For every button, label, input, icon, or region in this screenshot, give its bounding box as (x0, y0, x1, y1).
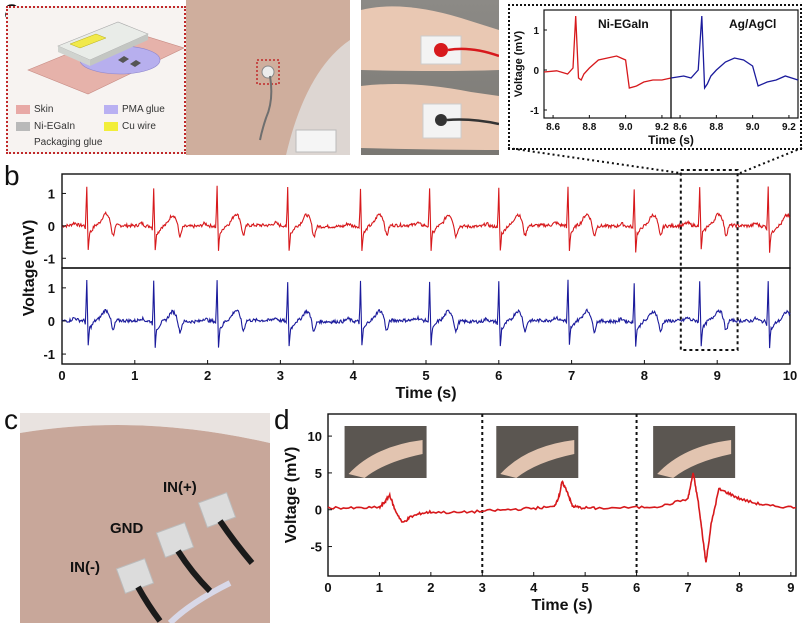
skin-swatch (16, 105, 30, 114)
gesture-arm-shape (500, 440, 575, 478)
inset-comparison-frame (508, 4, 802, 150)
emg-gesture-chart: -5 0 5 10 0 1 2 3 4 5 6 7 8 9 Time (s) Voltage (mV) (283, 413, 797, 614)
label-in-plus: IN(+) (163, 479, 197, 496)
electrode-placement-photo: IN(+) GND IN(-) (20, 413, 270, 623)
panel-letter-c: c (4, 404, 18, 435)
emg-trace (327, 472, 797, 563)
legend-item-pma-glue: PMA glue (104, 104, 165, 115)
wrists-photo-drawing (361, 6, 499, 150)
ecg-trace-ag-agcl (61, 279, 791, 349)
inset-y-tick-label: 0 (533, 66, 539, 77)
forearm-photo-drawing (186, 0, 350, 155)
inset-panel-title: Ag/AgCl (729, 17, 776, 31)
gesture-arm-shape (348, 440, 423, 478)
ecg-y-tick-label: -1 (43, 347, 55, 362)
legend-label-pma-glue: PMA glue (122, 104, 165, 115)
inset-x-tick-label: 8.6 (546, 122, 560, 133)
panel-letter-b: b (4, 160, 20, 191)
inset-plot-frame (670, 9, 799, 119)
electrode-schematic: Skin PMA glue Ni-EGaIn Cu wire Packaging… (6, 6, 186, 154)
pma-glue-swatch (104, 105, 118, 114)
emg-y-tick-label: 0 (315, 503, 322, 518)
inset-x-tick-label: 9.2 (655, 122, 669, 133)
inset-x-tick-label: 9.2 (782, 122, 796, 133)
ecg-y-axis-label: Voltage (mV) (21, 220, 38, 317)
cu-wire-swatch (104, 122, 118, 131)
ecg-x-tick-label: 2 (204, 368, 211, 383)
emg-x-tick-label: 3 (479, 580, 486, 595)
legend-label-skin: Skin (34, 104, 54, 115)
emg-y-tick-label: 5 (315, 466, 322, 481)
forearm-photo (186, 0, 350, 155)
inset-y-axis-label: Voltage (mV) (513, 30, 525, 97)
inset-y-tick-label: -1 (530, 106, 539, 117)
ecg-x-tick-label: 9 (714, 368, 721, 383)
ecg-x-axis-label: Time (s) (395, 385, 456, 402)
emg-y-tick-label: -5 (310, 540, 322, 555)
ecg-x-tick-label: 0 (58, 368, 65, 383)
emg-x-tick-label: 6 (633, 580, 640, 595)
inset-panel-title: Ni-EGaIn (598, 17, 649, 31)
ecg-x-tick-label: 6 (495, 368, 502, 383)
ecg-x-tick-label: 5 (422, 368, 429, 383)
ecg-x-tick-label: 10 (783, 368, 797, 383)
electrode-placement-drawing (20, 413, 270, 623)
ni-egain-swatch (16, 122, 30, 131)
legend-item-cu-wire: Cu wire (104, 121, 156, 132)
legend-label-packaging-glue: Packaging glue (34, 137, 103, 148)
wrists-photo (361, 0, 499, 155)
inset-trace-ag-agcl (670, 15, 799, 91)
inset-x-axis-label: Time (s) (648, 133, 694, 147)
emg-x-tick-label: 7 (684, 580, 691, 595)
ecg-y-tick-label: 0 (48, 314, 55, 329)
inset-x-tick-label: 9.0 (619, 122, 633, 133)
emg-x-axis-label: Time (s) (531, 597, 592, 614)
ecg-y-tick-label: 1 (48, 281, 55, 296)
inset-y-tick-label: 1 (533, 26, 539, 37)
legend-item-skin: Skin (16, 104, 53, 115)
ecg-x-tick-label: 4 (350, 368, 358, 383)
emg-x-tick-label: 2 (427, 580, 434, 595)
emg-y-axis-label: Voltage (mV) (283, 447, 300, 544)
inset-x-tick-label: 8.6 (673, 122, 687, 133)
legend-label-ni-egain: Ni-EGaIn (34, 121, 76, 132)
ecg-y-tick-label: -1 (43, 251, 55, 266)
emg-x-tick-label: 8 (736, 580, 743, 595)
legend-label-cu-wire: Cu wire (122, 121, 156, 132)
panel-letter-d: d (274, 404, 290, 435)
inset-x-tick-label: 8.8 (582, 122, 596, 133)
emg-x-tick-label: 0 (324, 580, 331, 595)
fist-photo (496, 426, 579, 478)
ecg-x-tick-label: 3 (277, 368, 284, 383)
emg-x-tick-label: 5 (582, 580, 589, 595)
emg-plot-frame (327, 413, 797, 577)
gesture-arm-shape (657, 440, 732, 478)
inset-x-tick-label: 8.8 (709, 122, 723, 133)
emg-x-tick-label: 4 (530, 580, 538, 595)
ecg-y-tick-label: 1 (48, 186, 55, 201)
emg-x-tick-label: 9 (787, 580, 794, 595)
ecg-x-tick-label: 8 (641, 368, 648, 383)
label-gnd: GND (110, 520, 144, 537)
open-hand-photo (344, 426, 427, 478)
inset-connector-lines (507, 147, 803, 174)
emg-x-tick-label: 1 (376, 580, 383, 595)
emg-y-tick-label: 10 (308, 429, 322, 444)
ecg-y-tick-label: 0 (48, 219, 55, 234)
flexed-fist-photo (653, 426, 736, 478)
ecg-trace-ni-egain (61, 185, 791, 253)
ecg-x-tick-label: 7 (568, 368, 575, 383)
inset-comparison-chart: Ni-EGaIn 8.6 8.8 9.0 9.2 Ag/AgCl 8.6 8.8 9.0 9.2 -… (513, 9, 799, 147)
label-in-minus: IN(-) (70, 559, 100, 576)
legend-item-packaging-glue: Packaging glue (34, 137, 102, 148)
ecg-x-tick-label: 1 (131, 368, 138, 383)
legend-item-ni-egain: Ni-EGaIn (16, 121, 75, 132)
inset-x-tick-label: 9.0 (746, 122, 760, 133)
electrode-layer-drawing (27, 21, 184, 95)
inset-trace-ni-egain (543, 15, 672, 89)
ecg-zoom-highlight-box (679, 169, 739, 351)
